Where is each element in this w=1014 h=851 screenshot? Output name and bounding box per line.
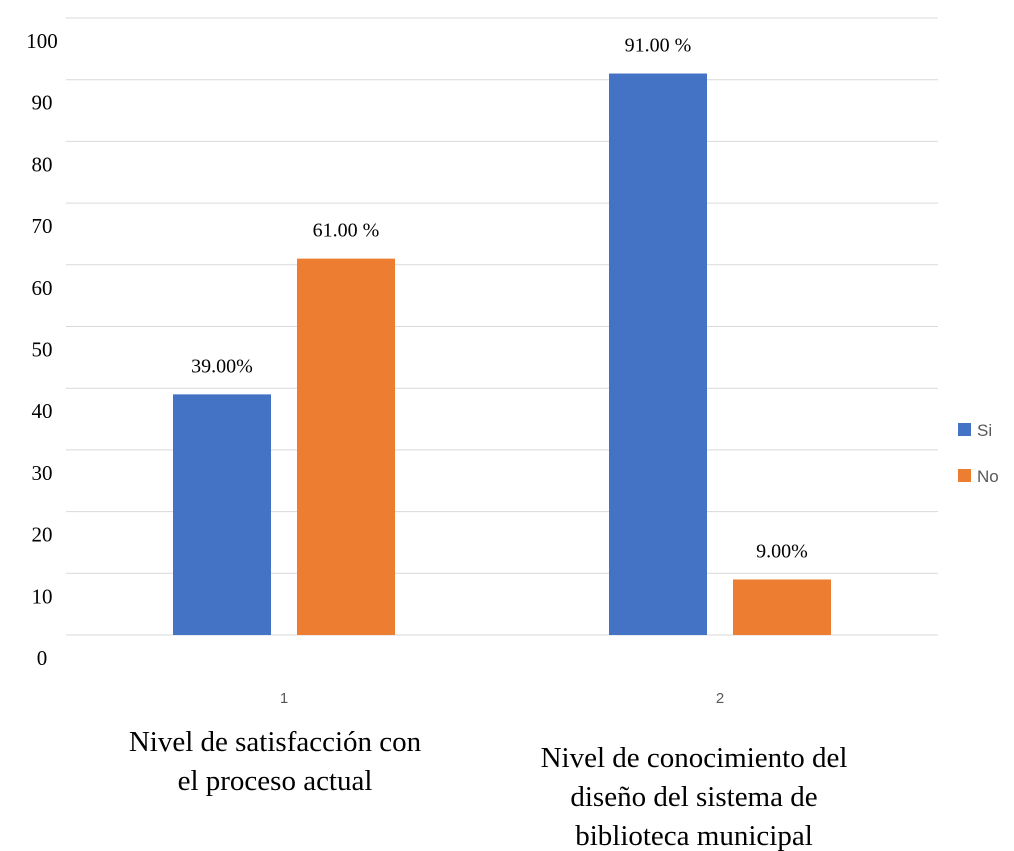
bar-si-2	[609, 73, 707, 635]
y-tick-label: 30	[32, 461, 53, 485]
x-tick-label: 2	[716, 690, 724, 707]
legend: Si No	[958, 421, 999, 486]
y-tick-label: 40	[32, 399, 53, 423]
y-tick-label: 100	[26, 29, 58, 53]
bar-si-1	[173, 394, 271, 635]
y-axis-tick-labels: 0 10 20 30 40 50 60 70 80 90 100	[26, 29, 58, 670]
legend-label-si: Si	[977, 421, 992, 440]
y-tick-label: 90	[32, 91, 53, 115]
legend-swatch-no	[958, 469, 971, 482]
legend-swatch-si	[958, 423, 971, 436]
bars	[173, 73, 831, 635]
y-tick-label: 70	[32, 214, 53, 238]
y-tick-label: 50	[32, 338, 53, 362]
data-label: 9.00%	[756, 540, 808, 562]
bar-no-1	[297, 258, 395, 635]
y-tick-label: 80	[32, 152, 53, 176]
data-labels: 39.00% 61.00 % 91.00 % 9.00%	[191, 35, 808, 563]
data-label: 91.00 %	[625, 35, 692, 57]
category-description: Nivel de satisfacción con	[129, 726, 422, 758]
category-description: biblioteca municipal	[575, 820, 813, 851]
category-description: el proceso actual	[178, 765, 373, 797]
data-label: 39.00%	[191, 355, 253, 377]
y-tick-label: 60	[32, 276, 53, 300]
y-tick-label: 20	[32, 523, 53, 547]
legend-label-no: No	[977, 467, 999, 486]
x-tick-label: 1	[280, 690, 288, 707]
category-description: Nivel de conocimiento del	[541, 742, 848, 774]
category-descriptions: Nivel de satisfacción con el proceso actu…	[129, 726, 848, 851]
category-description: diseño del sistema de	[570, 781, 817, 813]
data-label: 61.00 %	[313, 220, 380, 242]
y-tick-label: 0	[37, 646, 48, 670]
bar-no-2	[733, 579, 831, 635]
y-tick-label: 10	[32, 584, 53, 608]
